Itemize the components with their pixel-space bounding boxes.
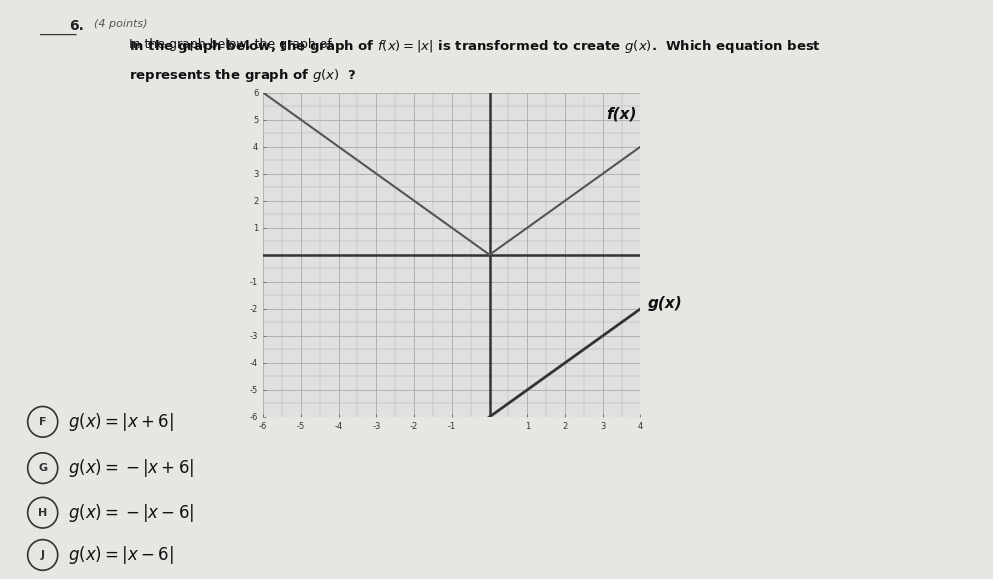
Text: H: H: [38, 508, 48, 518]
Text: $g(x) = |x-6|$: $g(x) = |x-6|$: [68, 544, 173, 566]
Text: represents the graph of $g(x)$  ?: represents the graph of $g(x)$ ?: [129, 67, 356, 83]
Text: $g(x) = -|x+6|$: $g(x) = -|x+6|$: [68, 457, 194, 479]
Text: F: F: [39, 417, 47, 427]
Text: $g(x) = |x+6|$: $g(x) = |x+6|$: [68, 411, 173, 433]
Text: $g(x) = -|x-6|$: $g(x) = -|x-6|$: [68, 502, 194, 524]
Text: (4 points): (4 points): [94, 19, 148, 28]
Text: f(x): f(x): [607, 106, 637, 121]
Text: G: G: [38, 463, 48, 473]
Text: g(x): g(x): [648, 296, 683, 311]
Text: ____: ____: [40, 20, 76, 35]
Text: J: J: [41, 550, 45, 560]
Text: 6.: 6.: [70, 19, 84, 32]
Text: In the graph below, the graph of $f(x)=|x|$ is transformed to create $g(x)$.  Wh: In the graph below, the graph of $f(x)=|…: [129, 38, 821, 54]
Text: In the graph below, the graph of: In the graph below, the graph of: [129, 38, 336, 50]
